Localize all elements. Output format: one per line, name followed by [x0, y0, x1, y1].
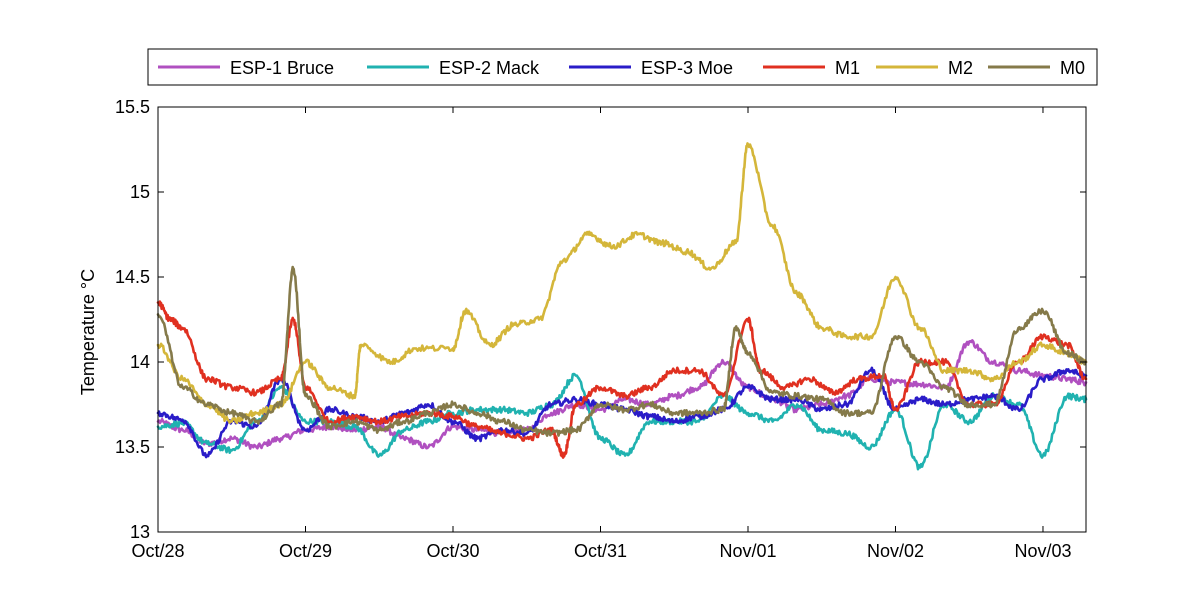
legend-items: ESP-1 Bruce ESP-2 Mack ESP-3 Moe M1 M2 M0 [158, 58, 1085, 78]
series-line-0 [156, 339, 1088, 450]
ticks-layer: 13 13.5 14 14.5 15 15.5 Oct/28 Oct/29 Oct/30 Oct/… [115, 97, 1086, 561]
x-tick-label: Oct/29 [279, 541, 332, 561]
plot-frame [157, 106, 1087, 533]
x-tick-label: Oct/30 [426, 541, 479, 561]
series-line-4 [156, 142, 1088, 424]
x-tick-label: Nov/03 [1014, 541, 1071, 561]
series-line-5 [156, 265, 1088, 437]
x-tick-label: Oct/28 [131, 541, 184, 561]
legend-label-1: ESP-2 Mack [439, 58, 540, 78]
x-tick-label: Nov/01 [719, 541, 776, 561]
x-tick-label: Nov/02 [867, 541, 924, 561]
legend-label-3: M1 [835, 58, 860, 78]
x-tick-label: Oct/31 [574, 541, 627, 561]
legend-label-2: ESP-3 Moe [641, 58, 733, 78]
y-tick-label: 13 [130, 522, 150, 542]
legend: ESP-1 Bruce ESP-2 Mack ESP-3 Moe M1 M2 M0 [147, 48, 1098, 86]
series-layer [156, 142, 1088, 471]
y-tick-label: 13.5 [115, 437, 150, 457]
y-axis-label: Temperature °C [78, 269, 98, 395]
legend-label-5: M0 [1060, 58, 1085, 78]
y-tick-label: 14 [130, 352, 150, 372]
y-tick-label: 14.5 [115, 267, 150, 287]
y-tick-label: 15 [130, 182, 150, 202]
legend-label-4: M2 [948, 58, 973, 78]
legend-label-0: ESP-1 Bruce [230, 58, 334, 78]
y-tick-label: 15.5 [115, 97, 150, 117]
